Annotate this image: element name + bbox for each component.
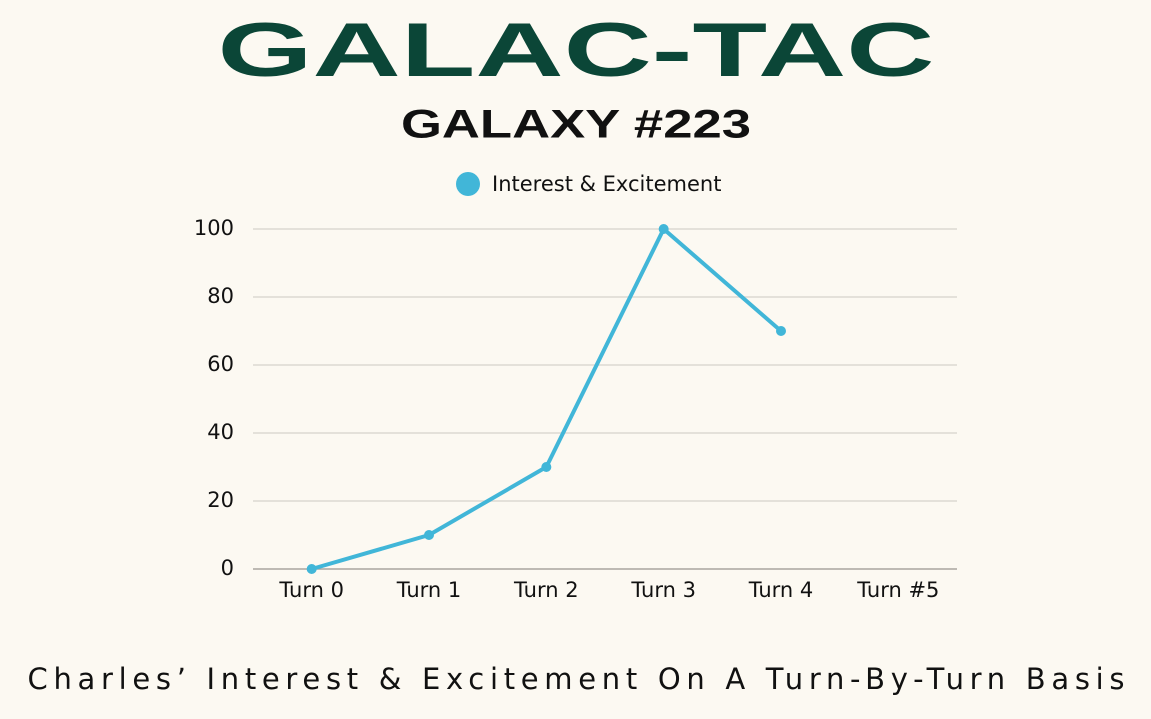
data-point: [541, 462, 552, 472]
x-tick-label: Turn 4: [748, 578, 814, 602]
y-tick-label: 0: [221, 556, 234, 580]
y-tick-label: 100: [194, 216, 234, 240]
y-tick-label: 40: [207, 420, 234, 444]
x-tick-label: Turn 2: [513, 578, 579, 602]
x-tick-label: Turn 0: [278, 578, 344, 602]
x-tick-label: Turn #5: [856, 578, 939, 602]
data-point: [776, 326, 786, 336]
y-tick-label: 80: [207, 284, 234, 308]
data-point: [306, 564, 317, 574]
data-point: [424, 530, 434, 540]
chart-title: GALAC-TAC: [218, 8, 935, 93]
x-tick-label: Turn 1: [396, 578, 462, 602]
data-point: [658, 224, 669, 234]
legend-label: Interest & Excitement: [492, 172, 721, 196]
legend-marker: [456, 172, 480, 196]
y-tick-label: 20: [207, 488, 234, 512]
y-tick-label: 60: [207, 352, 234, 376]
chart-subtitle: GALAXY #223: [401, 103, 751, 147]
x-tick-label: Turn 3: [630, 578, 696, 602]
